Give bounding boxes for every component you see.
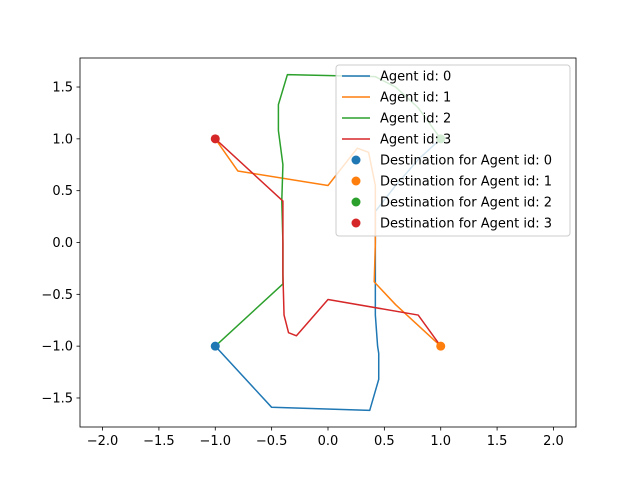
legend-dot-swatch — [351, 218, 361, 228]
legend-dot-swatch — [351, 176, 361, 186]
x-tick-label: 2.0 — [543, 434, 564, 449]
legend-label: Agent id: 3 — [380, 133, 451, 148]
y-axis-ticks: −1.5 −1.0 −0.5 0.0 0.5 1.0 1.5 — [41, 81, 80, 406]
legend-label: Agent id: 2 — [380, 112, 451, 127]
x-tick-label: 1.0 — [430, 434, 451, 449]
x-tick-label: −1.0 — [199, 434, 231, 449]
x-tick-label: −0.5 — [256, 434, 288, 449]
x-tick-label: 0.0 — [318, 434, 339, 449]
y-tick-label: 0.5 — [52, 184, 73, 199]
legend-dot-swatch — [351, 155, 361, 165]
legend-label: Destination for Agent id: 3 — [380, 217, 552, 232]
legend-dot-swatch — [351, 197, 361, 207]
series-line-agent-3 — [214, 137, 442, 348]
y-tick-label: 1.0 — [52, 132, 73, 147]
destination-marker-agent-0 — [210, 341, 220, 351]
destination-marker-agent-1 — [436, 341, 446, 351]
x-axis-ticks: −2.0 −1.5 −1.0 −0.5 0.0 0.5 1.0 1.5 2.0 — [87, 427, 564, 449]
legend: Agent id: 0 Agent id: 1 Agent id: 2 Agent i… — [335, 64, 571, 237]
legend-label: Agent id: 0 — [380, 70, 451, 85]
y-tick-label: −0.5 — [41, 288, 73, 303]
y-tick-label: 1.5 — [52, 81, 73, 96]
legend-label: Destination for Agent id: 2 — [380, 196, 552, 211]
x-tick-label: −2.0 — [87, 434, 119, 449]
x-tick-label: 1.5 — [487, 434, 508, 449]
destination-marker-agent-3 — [210, 134, 220, 144]
legend-box — [335, 64, 571, 237]
legend-label: Agent id: 1 — [380, 91, 451, 106]
x-tick-label: 0.5 — [374, 434, 395, 449]
y-tick-label: −1.0 — [41, 340, 73, 355]
x-tick-label: −1.5 — [143, 434, 175, 449]
legend-label: Destination for Agent id: 0 — [380, 154, 552, 169]
y-tick-label: 0.0 — [52, 236, 73, 251]
y-tick-label: −1.5 — [41, 391, 73, 406]
legend-label: Destination for Agent id: 1 — [380, 175, 552, 190]
